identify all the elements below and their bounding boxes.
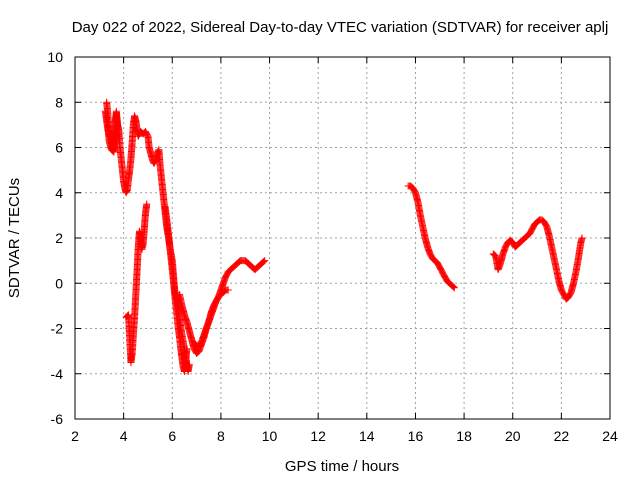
data-point xyxy=(450,284,458,292)
data-points xyxy=(101,98,586,375)
data-point xyxy=(449,282,457,290)
satellite-track-8 xyxy=(489,216,586,303)
x-tick-label: 8 xyxy=(217,428,225,444)
data-point xyxy=(235,258,243,266)
satellite-track-6 xyxy=(190,257,269,351)
x-tick-label: 2 xyxy=(71,428,79,444)
data-point xyxy=(578,234,586,242)
data-point xyxy=(261,257,269,265)
y-tick-label: -2 xyxy=(51,321,64,337)
satellite-track-2 xyxy=(103,98,123,156)
x-tick-label: 20 xyxy=(505,428,521,444)
satellite-track-4 xyxy=(161,202,193,375)
data-point xyxy=(185,361,193,369)
y-tick-label: 0 xyxy=(55,275,63,291)
y-tick-label: 8 xyxy=(55,94,63,110)
data-point xyxy=(109,147,117,155)
data-point xyxy=(450,283,458,291)
x-tick-label: 12 xyxy=(310,428,326,444)
y-tick-label: -4 xyxy=(51,366,64,382)
y-tick-label: 4 xyxy=(55,185,63,201)
satellite-track-3 xyxy=(122,200,151,366)
x-tick-label: 4 xyxy=(120,428,128,444)
chart-title: Day 022 of 2022, Sidereal Day-to-day VTE… xyxy=(72,19,609,36)
x-tick-label: 6 xyxy=(168,428,176,444)
data-point xyxy=(115,134,123,142)
y-tick-label: 10 xyxy=(47,49,63,65)
data-point xyxy=(260,257,268,265)
x-axis-label: GPS time / hours xyxy=(285,458,399,475)
x-tick-label: 24 xyxy=(602,428,618,444)
data-point xyxy=(259,258,267,266)
satellite-track-7 xyxy=(404,182,458,292)
y-axis-label: SDTVAR / TECUs xyxy=(6,178,23,298)
data-point xyxy=(143,200,151,208)
grid xyxy=(75,57,610,419)
y-tick-label: 6 xyxy=(55,140,63,156)
x-tick-label: 14 xyxy=(359,428,375,444)
x-tick-label: 18 xyxy=(456,428,472,444)
x-tick-label: 10 xyxy=(262,428,278,444)
y-tick-label: -6 xyxy=(51,411,64,427)
data-point xyxy=(224,286,232,294)
data-point xyxy=(124,312,132,320)
x-tick-label: 16 xyxy=(408,428,424,444)
y-tick-label: 2 xyxy=(55,230,63,246)
x-tick-label: 22 xyxy=(554,428,570,444)
